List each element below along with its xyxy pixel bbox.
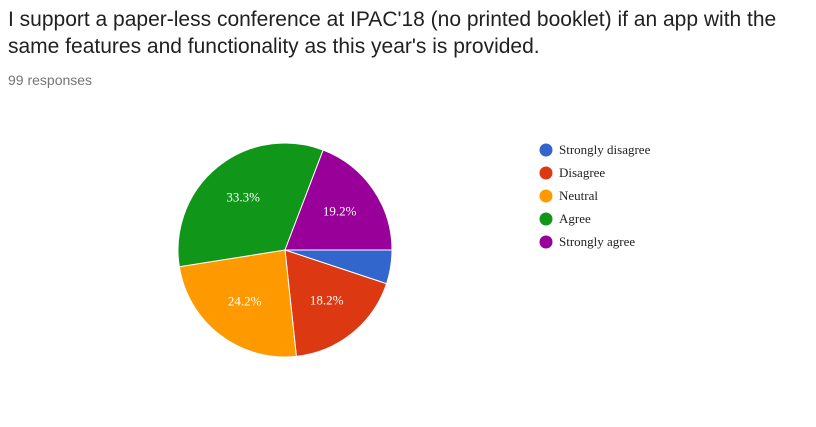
legend-swatch bbox=[539, 212, 553, 226]
chart-title: I support a paper-less conference at IPA… bbox=[8, 8, 777, 58]
legend-label: Neutral bbox=[559, 188, 598, 203]
legend-swatch bbox=[539, 166, 553, 180]
pie-slice bbox=[178, 249, 297, 358]
slice-label: 19.2% bbox=[323, 203, 357, 218]
pie-slice bbox=[284, 149, 393, 251]
legend-swatch bbox=[539, 143, 553, 157]
pie-slice bbox=[177, 142, 324, 268]
response-count: 99 responses bbox=[8, 72, 93, 88]
legend-label: Agree bbox=[559, 211, 591, 226]
legend-label: Strongly agree bbox=[559, 234, 635, 249]
pie-slice bbox=[284, 249, 388, 357]
legend-label: Strongly disagree bbox=[559, 142, 651, 157]
legend-label: Disagree bbox=[559, 165, 605, 180]
legend-swatch bbox=[539, 189, 553, 203]
slice-label: 24.2% bbox=[228, 294, 262, 309]
slice-label: 33.3% bbox=[226, 189, 260, 204]
slice-label: 18.2% bbox=[310, 293, 344, 308]
legend-swatch bbox=[539, 235, 553, 249]
